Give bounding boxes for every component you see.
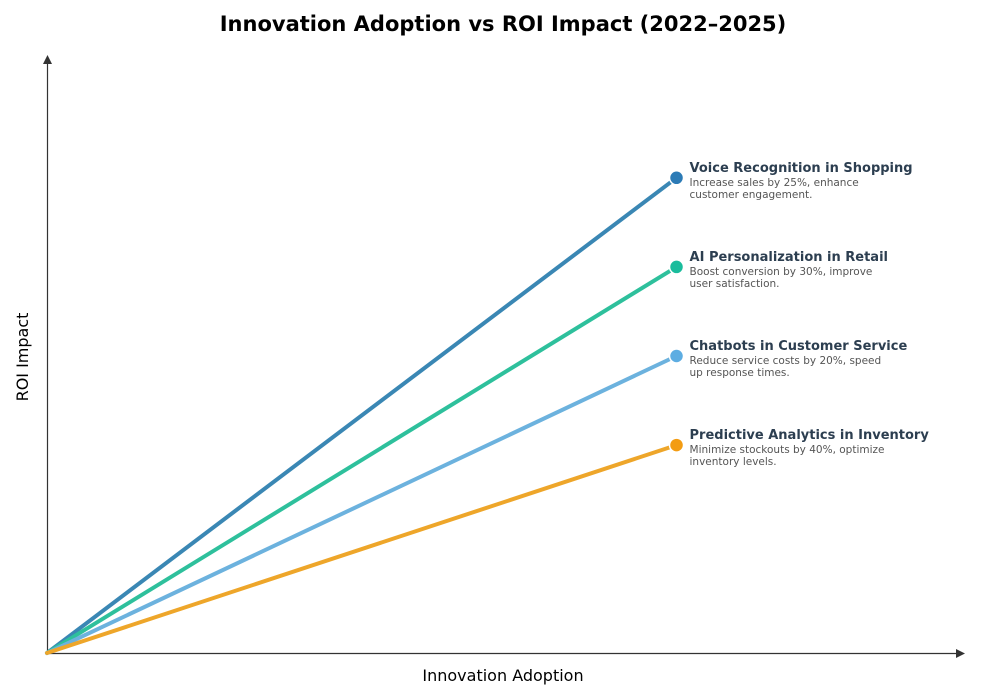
series-line <box>45 264 679 655</box>
y-axis-label: ROI Impact <box>13 313 32 402</box>
series-group: Predictive Analytics in InventoryMinimiz… <box>45 428 930 655</box>
series-end-point <box>668 170 685 186</box>
series-description: up response times. <box>690 367 790 379</box>
series-end-point <box>668 437 685 453</box>
series-line <box>45 443 679 655</box>
series-description: Minimize stockouts by 40%, optimize <box>690 444 885 456</box>
x-axis-label: Innovation Adoption <box>422 666 583 685</box>
series-label: Predictive Analytics in Inventory <box>690 428 930 443</box>
series-line <box>45 354 679 655</box>
y-axis-arrow-icon <box>43 55 52 64</box>
series-line <box>45 175 679 655</box>
chart-title: Innovation Adoption vs ROI Impact (2022–… <box>220 12 787 36</box>
series-description: user satisfaction. <box>690 278 780 290</box>
series-description: inventory levels. <box>690 456 777 468</box>
series-label: AI Personalization in Retail <box>690 250 888 265</box>
series-label: Voice Recognition in Shopping <box>690 161 913 176</box>
series-description: customer engagement. <box>690 189 813 201</box>
series-description: Boost conversion by 30%, improve <box>690 266 873 278</box>
series-description: Increase sales by 25%, enhance <box>690 177 859 189</box>
series-end-point <box>668 259 685 275</box>
series-description: Reduce service costs by 20%, speed <box>690 355 882 367</box>
series-end-point <box>668 348 685 364</box>
x-axis-arrow-icon <box>956 649 965 658</box>
axes <box>43 55 965 658</box>
series-label: Chatbots in Customer Service <box>690 339 908 354</box>
